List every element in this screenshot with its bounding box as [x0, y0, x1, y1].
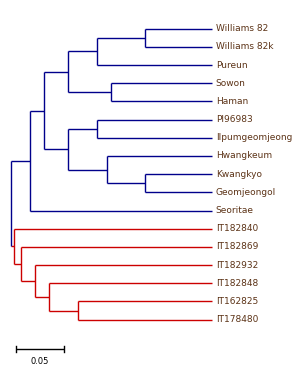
Text: IT178480: IT178480 [216, 315, 258, 324]
Text: Sowon: Sowon [216, 79, 245, 88]
Text: 0.05: 0.05 [31, 357, 49, 366]
Text: Williams 82: Williams 82 [216, 24, 268, 33]
Text: IT182869: IT182869 [216, 243, 258, 251]
Text: Hwangkeum: Hwangkeum [216, 151, 272, 160]
Text: IT182840: IT182840 [216, 224, 258, 233]
Text: Ilpumgeomjeong: Ilpumgeomjeong [216, 133, 292, 142]
Text: IT182848: IT182848 [216, 279, 258, 288]
Text: Seoritae: Seoritae [216, 206, 254, 215]
Text: Haman: Haman [216, 97, 248, 106]
Text: Williams 82k: Williams 82k [216, 42, 273, 51]
Text: Geomjeongol: Geomjeongol [216, 188, 276, 197]
Text: Pureun: Pureun [216, 61, 247, 70]
Text: Kwangkyo: Kwangkyo [216, 170, 262, 179]
Text: PI96983: PI96983 [216, 115, 252, 124]
Text: IT182932: IT182932 [216, 261, 258, 270]
Text: IT162825: IT162825 [216, 297, 258, 306]
